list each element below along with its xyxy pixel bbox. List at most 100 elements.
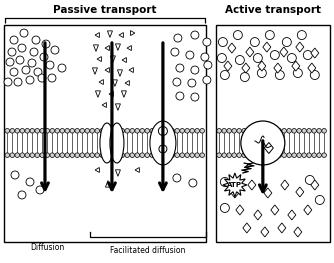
Polygon shape [127, 45, 131, 50]
Ellipse shape [80, 129, 85, 133]
Circle shape [220, 178, 229, 186]
Polygon shape [243, 223, 251, 233]
Polygon shape [261, 227, 269, 237]
Circle shape [18, 191, 26, 199]
Polygon shape [105, 45, 109, 50]
Text: Facilitated diffusion: Facilitated diffusion [110, 246, 186, 255]
Ellipse shape [160, 153, 165, 158]
Ellipse shape [45, 129, 49, 133]
Ellipse shape [227, 129, 231, 133]
Text: Passive transport: Passive transport [53, 5, 157, 15]
Ellipse shape [252, 129, 257, 133]
Ellipse shape [135, 129, 140, 133]
Circle shape [201, 53, 209, 61]
Circle shape [241, 121, 285, 165]
Polygon shape [278, 223, 286, 233]
Ellipse shape [15, 153, 20, 158]
Ellipse shape [277, 153, 282, 158]
Polygon shape [311, 180, 319, 190]
Ellipse shape [70, 129, 74, 133]
Ellipse shape [237, 129, 241, 133]
Polygon shape [294, 227, 302, 237]
Ellipse shape [165, 153, 169, 158]
Ellipse shape [80, 153, 85, 158]
Ellipse shape [30, 153, 35, 158]
Ellipse shape [150, 153, 155, 158]
Polygon shape [223, 173, 247, 197]
Ellipse shape [115, 153, 120, 158]
Circle shape [203, 38, 211, 46]
Polygon shape [228, 43, 236, 53]
Polygon shape [264, 188, 272, 198]
Circle shape [305, 175, 314, 184]
Ellipse shape [125, 153, 130, 158]
Ellipse shape [105, 153, 110, 158]
Ellipse shape [65, 153, 69, 158]
Ellipse shape [70, 153, 74, 158]
Circle shape [158, 127, 167, 135]
Ellipse shape [35, 129, 39, 133]
Ellipse shape [40, 129, 44, 133]
Polygon shape [296, 187, 304, 197]
Ellipse shape [190, 153, 194, 158]
Ellipse shape [110, 129, 115, 133]
Ellipse shape [287, 129, 292, 133]
Ellipse shape [95, 153, 100, 158]
Polygon shape [129, 68, 133, 73]
Ellipse shape [227, 153, 231, 158]
Ellipse shape [25, 153, 30, 158]
Polygon shape [116, 170, 121, 176]
Polygon shape [106, 181, 111, 187]
Circle shape [10, 68, 18, 76]
Ellipse shape [85, 153, 90, 158]
Ellipse shape [272, 129, 277, 133]
Ellipse shape [262, 153, 267, 158]
Polygon shape [94, 45, 99, 51]
Ellipse shape [232, 153, 236, 158]
Circle shape [240, 73, 249, 82]
Ellipse shape [175, 129, 179, 133]
Ellipse shape [302, 153, 306, 158]
Polygon shape [242, 63, 250, 73]
Text: ATP: ATP [227, 182, 242, 188]
Circle shape [174, 34, 182, 42]
Ellipse shape [5, 129, 10, 133]
Ellipse shape [190, 129, 194, 133]
Ellipse shape [150, 121, 176, 165]
Ellipse shape [180, 153, 184, 158]
Bar [216, 25, 330, 242]
Circle shape [46, 61, 54, 69]
Ellipse shape [297, 153, 301, 158]
Polygon shape [111, 56, 116, 62]
Ellipse shape [30, 129, 35, 133]
Polygon shape [119, 33, 123, 38]
Ellipse shape [170, 129, 174, 133]
Ellipse shape [115, 129, 120, 133]
Polygon shape [281, 180, 289, 190]
Polygon shape [304, 205, 312, 215]
Circle shape [220, 204, 229, 213]
Ellipse shape [180, 129, 184, 133]
Ellipse shape [267, 129, 272, 133]
Ellipse shape [165, 129, 169, 133]
Ellipse shape [105, 129, 110, 133]
Circle shape [173, 78, 181, 86]
Polygon shape [271, 205, 279, 215]
Polygon shape [95, 168, 100, 173]
Ellipse shape [135, 153, 140, 158]
Ellipse shape [322, 153, 326, 158]
Circle shape [176, 64, 184, 72]
Circle shape [30, 48, 38, 56]
Circle shape [217, 54, 226, 63]
Ellipse shape [90, 153, 95, 158]
Text: Active transport: Active transport [225, 5, 321, 15]
Ellipse shape [60, 129, 64, 133]
Ellipse shape [130, 153, 135, 158]
Ellipse shape [130, 129, 135, 133]
Polygon shape [116, 44, 121, 50]
Ellipse shape [100, 123, 114, 163]
Ellipse shape [35, 153, 39, 158]
Ellipse shape [75, 153, 79, 158]
Circle shape [186, 51, 194, 59]
Ellipse shape [222, 129, 226, 133]
